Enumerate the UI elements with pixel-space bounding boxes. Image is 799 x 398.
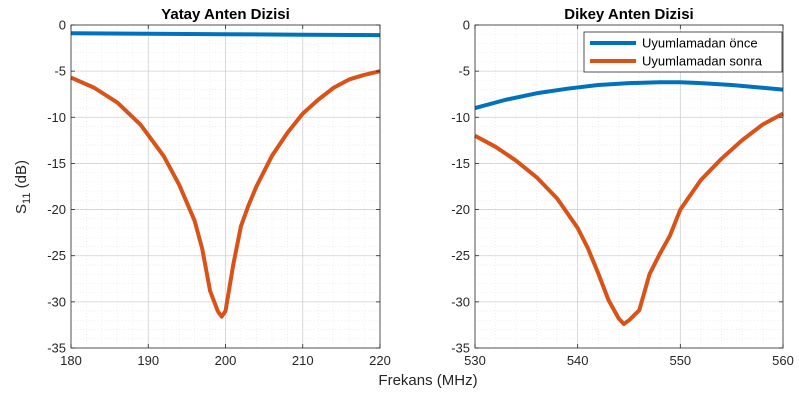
x-tick-label: 540 [567, 353, 589, 368]
legend-label-after: Uyumlamadan sonra [642, 54, 763, 69]
y-tick-label: 0 [463, 18, 470, 33]
x-tick-label: 220 [369, 353, 391, 368]
y-tick-label: -25 [47, 248, 66, 263]
y-tick-label: -15 [451, 156, 470, 171]
y-axis-label: S11 (dB) [13, 160, 33, 214]
x-tick-label: 180 [60, 353, 82, 368]
y-axis-label-subscript: 11 [21, 193, 33, 204]
series-line-before [70, 31, 381, 38]
plot-area [475, 25, 783, 348]
x-axis-label: Frekans (MHz) [378, 372, 477, 389]
y-tick-label: -15 [47, 156, 66, 171]
panel-horizontal-array: 180 190 200 210 220 0 -5 -10 -15 -20 -25 -30 -35 Yata… [47, 6, 391, 368]
chart-title: Yatay Anten Dizisi [161, 6, 290, 23]
x-tick-label: 560 [772, 353, 794, 368]
legend-label-before: Uyumlamadan önce [642, 36, 758, 51]
x-tick-label: 550 [669, 353, 691, 368]
panel-vertical-array: 530 540 550 560 0 -5 -10 -15 -20 -25 -30 -35 Dikey A… [451, 6, 794, 368]
y-tick-label: -10 [451, 110, 470, 125]
x-tick-label: 530 [464, 353, 486, 368]
y-tick-label: -30 [451, 294, 470, 309]
series-line-after [474, 111, 784, 327]
y-tick-label: -25 [451, 248, 470, 263]
y-axis-label-main: S [13, 204, 30, 214]
y-tick-label: -35 [451, 341, 470, 356]
legend-box [583, 31, 783, 73]
legend: Uyumlamadan önce Uyumlamadan sonra [583, 31, 783, 73]
x-tick-label: 210 [292, 353, 314, 368]
x-tick-label: 200 [215, 353, 237, 368]
y-tick-label: -30 [47, 294, 66, 309]
y-axis-label-unit: (dB) [13, 160, 30, 193]
y-tick-label: 0 [59, 18, 66, 33]
y-tick-label: -20 [451, 202, 470, 217]
y-tick-label: -5 [458, 64, 470, 79]
chart-title: Dikey Anten Dizisi [564, 6, 693, 23]
y-tick-label: -5 [54, 64, 66, 79]
y-tick-label: -10 [47, 110, 66, 125]
x-tick-label: 190 [137, 353, 159, 368]
y-tick-label: -35 [47, 341, 66, 356]
axes-frame [474, 24, 784, 349]
y-tick-label: -20 [47, 202, 66, 217]
series-line-after [70, 69, 381, 319]
series-line-before [474, 80, 784, 110]
